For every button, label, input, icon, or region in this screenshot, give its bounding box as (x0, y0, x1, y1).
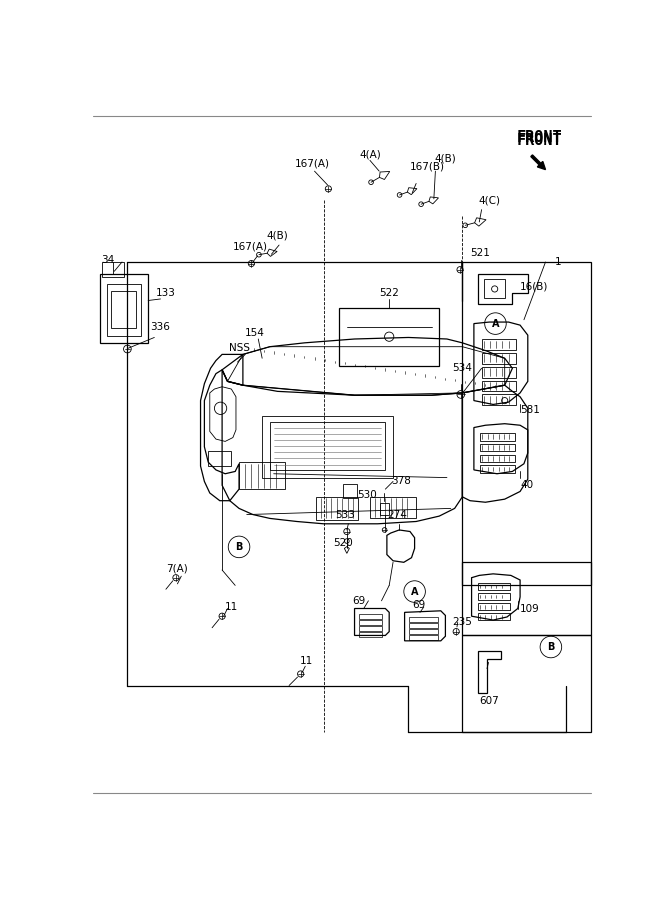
Text: 534: 534 (452, 364, 472, 374)
Text: 4(C): 4(C) (478, 195, 500, 205)
Bar (339, 308, 440, 366)
Bar (270, 422, 386, 470)
Bar (480, 454, 515, 463)
Bar (478, 583, 510, 590)
Text: 109: 109 (520, 604, 540, 614)
Text: 581: 581 (520, 405, 540, 415)
Text: 34: 34 (101, 256, 114, 266)
Text: 235: 235 (452, 617, 472, 627)
Bar (208, 451, 231, 466)
Bar (359, 620, 382, 625)
Text: 69: 69 (353, 596, 366, 606)
Text: 133: 133 (156, 288, 176, 298)
Text: 16(B): 16(B) (520, 282, 548, 292)
Bar (359, 614, 382, 618)
Bar (410, 635, 438, 640)
Text: B: B (547, 642, 554, 652)
Bar (343, 484, 357, 498)
Text: 520: 520 (333, 538, 353, 548)
FancyArrow shape (531, 155, 546, 169)
Bar (480, 465, 515, 473)
Text: 7(A): 7(A) (167, 563, 188, 573)
Bar (482, 339, 516, 350)
Bar (484, 279, 506, 298)
Bar (111, 292, 136, 328)
Text: 4(B): 4(B) (434, 153, 456, 163)
Text: 336: 336 (151, 322, 171, 332)
Text: 607: 607 (480, 696, 499, 706)
Bar (480, 444, 515, 452)
Text: 1: 1 (556, 257, 562, 267)
Text: 167(B): 167(B) (410, 161, 445, 172)
Text: 522: 522 (380, 288, 399, 298)
Bar (370, 497, 416, 518)
Bar (480, 433, 515, 441)
Bar (101, 274, 148, 343)
Bar (482, 394, 516, 405)
Bar (410, 623, 438, 628)
Text: NSS: NSS (229, 343, 249, 353)
Bar (482, 381, 516, 392)
Bar (482, 366, 516, 377)
Bar (107, 284, 141, 336)
Text: A: A (411, 587, 418, 597)
Bar (359, 626, 382, 631)
Text: 167(A): 167(A) (232, 241, 267, 252)
Text: 11: 11 (300, 656, 313, 666)
Bar (482, 353, 516, 364)
Bar (478, 603, 510, 610)
Bar (462, 562, 591, 635)
Bar (462, 635, 591, 732)
Text: 530: 530 (357, 491, 377, 500)
Text: 4(A): 4(A) (359, 149, 381, 159)
Text: FRONT: FRONT (516, 133, 562, 148)
Bar (410, 629, 438, 634)
Bar (462, 262, 591, 585)
Text: 69: 69 (413, 599, 426, 609)
Bar (410, 617, 438, 622)
Text: 521: 521 (470, 248, 490, 257)
Bar (102, 262, 123, 277)
Bar (478, 593, 510, 600)
Text: 274: 274 (387, 509, 407, 519)
Bar (316, 497, 358, 520)
Bar (262, 416, 393, 478)
Text: FRONT: FRONT (516, 130, 562, 145)
Text: 40: 40 (520, 481, 533, 491)
Text: 167(A): 167(A) (295, 158, 329, 168)
Bar (239, 463, 285, 490)
Text: B: B (235, 542, 243, 552)
Bar (380, 503, 389, 516)
Text: 154: 154 (245, 328, 264, 338)
Text: 533: 533 (336, 509, 356, 519)
Text: 378: 378 (391, 476, 411, 486)
Bar (478, 613, 510, 620)
Text: 11: 11 (225, 602, 238, 612)
Text: 4(B): 4(B) (267, 230, 288, 240)
Text: A: A (492, 319, 499, 328)
Bar (359, 633, 382, 637)
